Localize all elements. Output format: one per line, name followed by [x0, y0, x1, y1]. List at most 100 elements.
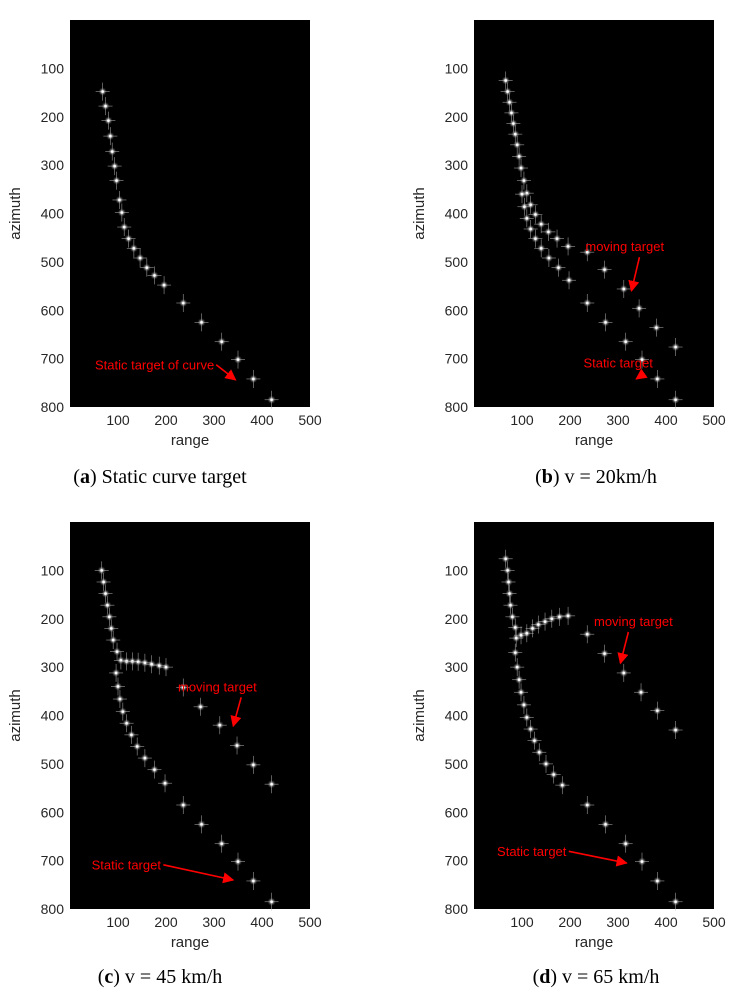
x-tick-label: 400 — [654, 914, 678, 930]
y-tick-label: 600 — [41, 302, 65, 318]
data-point — [246, 755, 261, 774]
x-axis-label: range — [171, 432, 209, 449]
x-axis-label: range — [575, 934, 613, 951]
data-point — [147, 266, 162, 285]
annotation-label: moving target — [585, 239, 664, 254]
data-point — [516, 695, 531, 714]
data-point — [512, 147, 527, 166]
data-point — [230, 736, 245, 755]
x-tick-label: 300 — [606, 914, 630, 930]
data-point — [498, 549, 513, 568]
data-point — [534, 239, 549, 258]
panel-a: 100 200 300 400 500 600 700 800 100 200 300 400 500 r… — [7, 20, 322, 488]
annotation-label: Static target — [497, 844, 567, 859]
data-point — [115, 702, 130, 721]
plot-area — [474, 522, 714, 909]
data-point — [119, 714, 134, 733]
data-point — [114, 203, 129, 222]
data-point — [194, 313, 209, 332]
data-point — [528, 205, 543, 224]
y-axis-label: azimuth — [411, 187, 428, 240]
x-tick-label: 300 — [606, 412, 630, 428]
data-point — [635, 852, 649, 871]
data-point — [649, 318, 664, 337]
data-point — [139, 258, 154, 277]
data-point — [668, 390, 683, 409]
data-point — [550, 229, 565, 248]
data-point — [101, 111, 116, 130]
data-point — [214, 834, 229, 853]
data-point — [212, 716, 227, 735]
data-point — [194, 815, 209, 834]
x-tick-label: 400 — [250, 914, 274, 930]
annotation-arrow — [568, 850, 628, 867]
x-tick-label: 300 — [202, 914, 226, 930]
x-tick-label: 500 — [298, 412, 322, 428]
data-point — [598, 313, 613, 332]
data-point — [147, 760, 162, 779]
data-point — [501, 572, 516, 591]
data-point — [133, 249, 148, 268]
data-point — [193, 697, 208, 716]
data-point — [616, 663, 631, 682]
data-point — [94, 561, 109, 580]
data-point — [176, 678, 191, 697]
data-point — [214, 332, 229, 351]
x-tick-label: 100 — [106, 412, 130, 428]
data-point — [519, 708, 534, 727]
y-tick-label: 700 — [445, 351, 469, 367]
y-axis-label: azimuth — [411, 689, 428, 742]
data-point — [527, 731, 542, 750]
y-tick-label: 400 — [41, 206, 65, 222]
data-point — [112, 190, 127, 209]
data-point — [539, 754, 553, 773]
y-axis-label: azimuth — [7, 689, 24, 742]
data-point — [580, 795, 595, 814]
data-point — [505, 607, 520, 626]
data-point — [109, 171, 124, 190]
annotation-label: Static target of curve — [95, 357, 214, 372]
x-tick-label: 500 — [298, 914, 322, 930]
y-tick-label: 700 — [445, 853, 469, 869]
data-point — [541, 222, 556, 241]
y-tick-label: 700 — [41, 853, 65, 869]
data-point — [130, 737, 145, 756]
data-point — [519, 209, 534, 228]
panel-caption: (b) v = 20km/h — [535, 466, 657, 488]
y-tick-label: 800 — [41, 399, 65, 415]
data-point — [517, 197, 532, 216]
y-tick-label: 600 — [445, 302, 469, 318]
y-tick-label: 300 — [41, 659, 65, 675]
annotation-label: moving target — [594, 614, 673, 629]
data-point — [144, 655, 159, 674]
data-point — [112, 690, 127, 709]
data-point — [246, 871, 261, 890]
data-point — [104, 619, 119, 638]
plot-area — [70, 522, 310, 909]
data-point — [650, 701, 665, 720]
y-tick-label: 300 — [41, 157, 65, 173]
data-point — [551, 258, 566, 277]
data-point — [110, 642, 125, 661]
y-tick-label: 300 — [445, 659, 469, 675]
data-point — [105, 142, 120, 161]
data-point — [158, 774, 173, 793]
data-point — [176, 293, 191, 312]
y-tick-label: 200 — [41, 109, 65, 125]
data-point — [510, 135, 525, 154]
panel-caption: (c) v = 45 km/h — [98, 966, 223, 988]
data-point — [159, 658, 173, 677]
data-point — [523, 720, 538, 739]
data-point — [508, 643, 523, 662]
data-point — [514, 159, 529, 178]
y-tick-label: 200 — [445, 109, 469, 125]
annotation-arrow — [230, 697, 242, 728]
data-point — [597, 260, 612, 279]
data-point — [124, 725, 139, 744]
data-point — [117, 218, 132, 237]
data-point — [634, 683, 649, 702]
y-tick-label: 600 — [41, 804, 65, 820]
annotation-arrow — [215, 364, 237, 381]
x-tick-label: 100 — [106, 914, 130, 930]
annotation-label: moving target — [178, 679, 257, 694]
